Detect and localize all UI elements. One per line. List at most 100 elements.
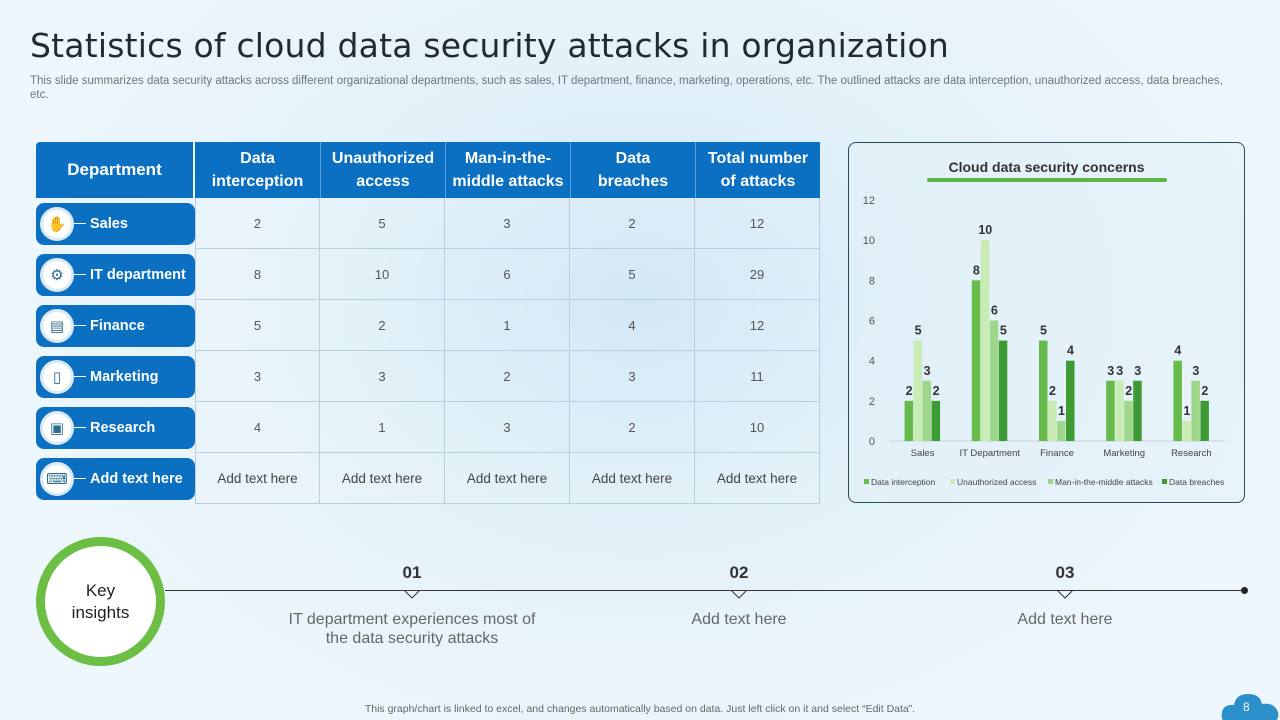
table-body: ✋ Sales 2 5 3 2 12 ⚙ IT department 8 10 6 5 29 ▤ Financ…: [36, 198, 820, 504]
legend-label: Man-in-the-middle attacks: [1055, 477, 1153, 487]
table-header: Department Data interception Unauthorized…: [36, 142, 820, 198]
table-cell: 2: [320, 300, 445, 351]
legend-label: Data breaches: [1169, 477, 1224, 487]
table-cell: 5: [195, 300, 320, 351]
department-name: Research: [90, 419, 156, 436]
bar: [998, 340, 1008, 441]
table-cell: Add text here: [320, 453, 445, 504]
row-values: 2 5 3 2 12: [195, 198, 820, 249]
table-cell: Add text here: [695, 453, 820, 504]
presentation-board-icon: ▣: [40, 410, 74, 445]
department-label: ⚙ IT department: [36, 253, 195, 296]
robot-head-icon: ⚙: [40, 257, 74, 292]
table-row: ▣ Research 4 1 3 2 10: [36, 402, 820, 453]
mobile-megaphone-icon: ▯: [40, 359, 74, 394]
timeline-line: [165, 590, 1245, 591]
data-label: 3: [924, 364, 931, 378]
data-label: 2: [1049, 384, 1056, 398]
table-cell: 3: [445, 402, 570, 453]
data-label: 1: [1183, 404, 1190, 418]
table-cell: 6: [445, 249, 570, 300]
bar: [1057, 420, 1066, 441]
connector-line: [74, 274, 86, 275]
table-cell: Add text here: [445, 453, 570, 504]
bar: [1048, 400, 1057, 441]
legend-swatch: [1048, 479, 1053, 484]
header-unauthorized-access: Unauthorized access: [320, 142, 445, 198]
data-label: 1: [1058, 404, 1065, 418]
insight-text: Add text here: [691, 611, 787, 628]
header-metrics: Data interception Unauthorized access Man-…: [195, 142, 820, 198]
department-name: Finance: [90, 317, 145, 334]
data-label: 2: [1125, 384, 1132, 398]
data-label: 5: [1000, 324, 1007, 338]
bar: [913, 340, 923, 441]
department-name: IT department: [90, 266, 186, 283]
table-row: ▤ Finance 5 2 1 4 12: [36, 300, 820, 351]
x-tick-label: Finance: [1040, 448, 1074, 459]
header-mitm-attacks: Man-in-the-middle attacks: [445, 142, 570, 198]
connector-line: [74, 478, 86, 479]
data-label: 6: [991, 304, 998, 318]
bar: [1191, 380, 1200, 441]
department-name: Marketing: [90, 368, 159, 385]
department-label: ✋ Sales: [36, 202, 195, 245]
table-row: ✋ Sales 2 5 3 2 12: [36, 198, 820, 249]
key-insights-circle: Key insights: [36, 537, 165, 666]
x-tick-label: Research: [1171, 448, 1212, 459]
bar: [1115, 380, 1124, 441]
table-cell: 3: [570, 351, 695, 402]
bar: [1173, 360, 1182, 441]
y-tick-label: 6: [869, 316, 875, 328]
table-cell: Add text here: [195, 453, 320, 504]
bar: [971, 280, 981, 441]
y-tick-label: 10: [863, 235, 875, 247]
data-label: 3: [1116, 364, 1123, 378]
laptop-icon: ⌨: [40, 461, 74, 496]
insight-number: 03: [1055, 563, 1075, 582]
row-values: 4 1 3 2 10: [195, 402, 820, 453]
y-tick-label: 8: [869, 275, 875, 287]
table-cell: 5: [570, 249, 695, 300]
data-label: 8: [973, 263, 980, 277]
header-data-breaches: Data breaches: [570, 142, 695, 198]
insight-text: Add text here: [1017, 611, 1113, 628]
x-tick-label: Sales: [911, 448, 935, 459]
department-label: ▣ Research: [36, 406, 195, 449]
row-values: 5 2 1 4 12: [195, 300, 820, 351]
chart-panel: Cloud data security concerns 0 2 4 6 8 10 12 2 5…: [848, 142, 1245, 503]
bar: [1182, 420, 1191, 441]
table-cell: 10: [320, 249, 445, 300]
insight-number: 02: [729, 563, 749, 582]
row-values: 3 3 2 3 11: [195, 351, 820, 402]
legend-label: Unauthorized access: [957, 477, 1036, 487]
timeline-notch: [731, 590, 747, 599]
footer-note: This graph/chart is linked to excel, and…: [364, 703, 916, 715]
table-cell: 3: [195, 351, 320, 402]
table-cell: 2: [195, 198, 320, 249]
page-number: 8: [1243, 700, 1250, 714]
data-label: 2: [906, 384, 913, 398]
bar: [1066, 360, 1075, 441]
data-label: 10: [978, 223, 992, 237]
table-row: ▯ Marketing 3 3 2 3 11: [36, 351, 820, 402]
table-cell: 10: [695, 402, 820, 453]
department-label: ⌨ Add text here: [36, 457, 195, 500]
row-values: Add text here Add text here Add text here A…: [195, 453, 820, 504]
legend-label: Data interception: [871, 477, 936, 487]
bar: [1106, 380, 1115, 441]
page-title: Statistics of cloud data security attack…: [30, 26, 949, 65]
y-tick-label: 0: [869, 436, 875, 448]
data-label: 2: [1201, 384, 1208, 398]
calculator-icon: ▤: [40, 308, 74, 343]
data-label: 4: [1067, 344, 1074, 358]
insight-number: 01: [402, 563, 422, 582]
department-name: Sales: [90, 215, 128, 232]
data-label: 3: [1134, 364, 1141, 378]
data-label: 2: [933, 384, 940, 398]
bar: [922, 380, 932, 441]
data-label: 5: [1040, 324, 1047, 338]
table-cell: 1: [320, 402, 445, 453]
bar: [1133, 380, 1142, 441]
